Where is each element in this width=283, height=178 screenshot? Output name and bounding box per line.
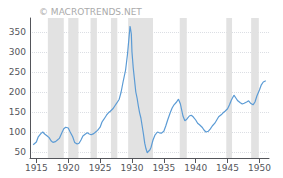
svg-text:1915: 1915 [25,163,48,173]
svg-text:1925: 1925 [89,163,112,173]
svg-text:1940: 1940 [184,163,207,173]
svg-text:100: 100 [9,127,26,137]
svg-text:300: 300 [9,47,26,57]
svg-text:50: 50 [15,147,27,157]
svg-text:1920: 1920 [57,163,80,173]
svg-text:150: 150 [9,107,26,117]
svg-text:1945: 1945 [216,163,239,173]
svg-text:200: 200 [9,87,26,97]
svg-text:1930: 1930 [121,163,144,173]
svg-text:1950: 1950 [248,163,271,173]
svg-text:© MACROTRENDS.NET: © MACROTRENDS.NET [39,7,142,17]
svg-text:250: 250 [9,67,26,77]
svg-text:1935: 1935 [152,163,175,173]
svg-text:350: 350 [9,27,26,37]
